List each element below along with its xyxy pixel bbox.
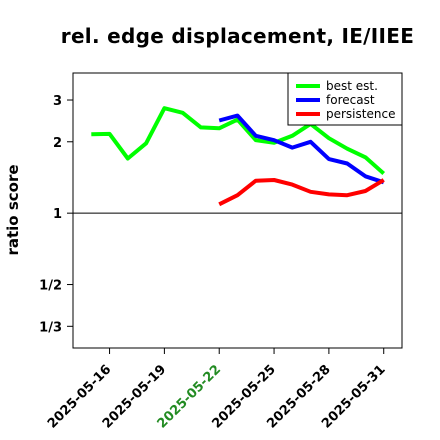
y-tick-label: 3: [53, 94, 62, 109]
y-tick-label: 2: [53, 136, 62, 151]
legend-label: persistence: [326, 107, 395, 121]
y-tick-label: 1/3: [39, 320, 62, 335]
plot-frame: [72, 72, 403, 349]
y-tick-label: 1: [53, 207, 62, 222]
legend-label: best est.: [326, 79, 378, 93]
series-line-best-est-: [91, 106, 386, 175]
y-tick-label: 1/2: [39, 279, 62, 294]
chart-title: rel. edge displacement, IE/IIEE: [60, 24, 415, 48]
series-line-forecast: [218, 113, 385, 185]
series-line-persistence: [218, 178, 385, 207]
legend-box: [287, 72, 403, 126]
legend-label: forecast: [326, 93, 375, 107]
